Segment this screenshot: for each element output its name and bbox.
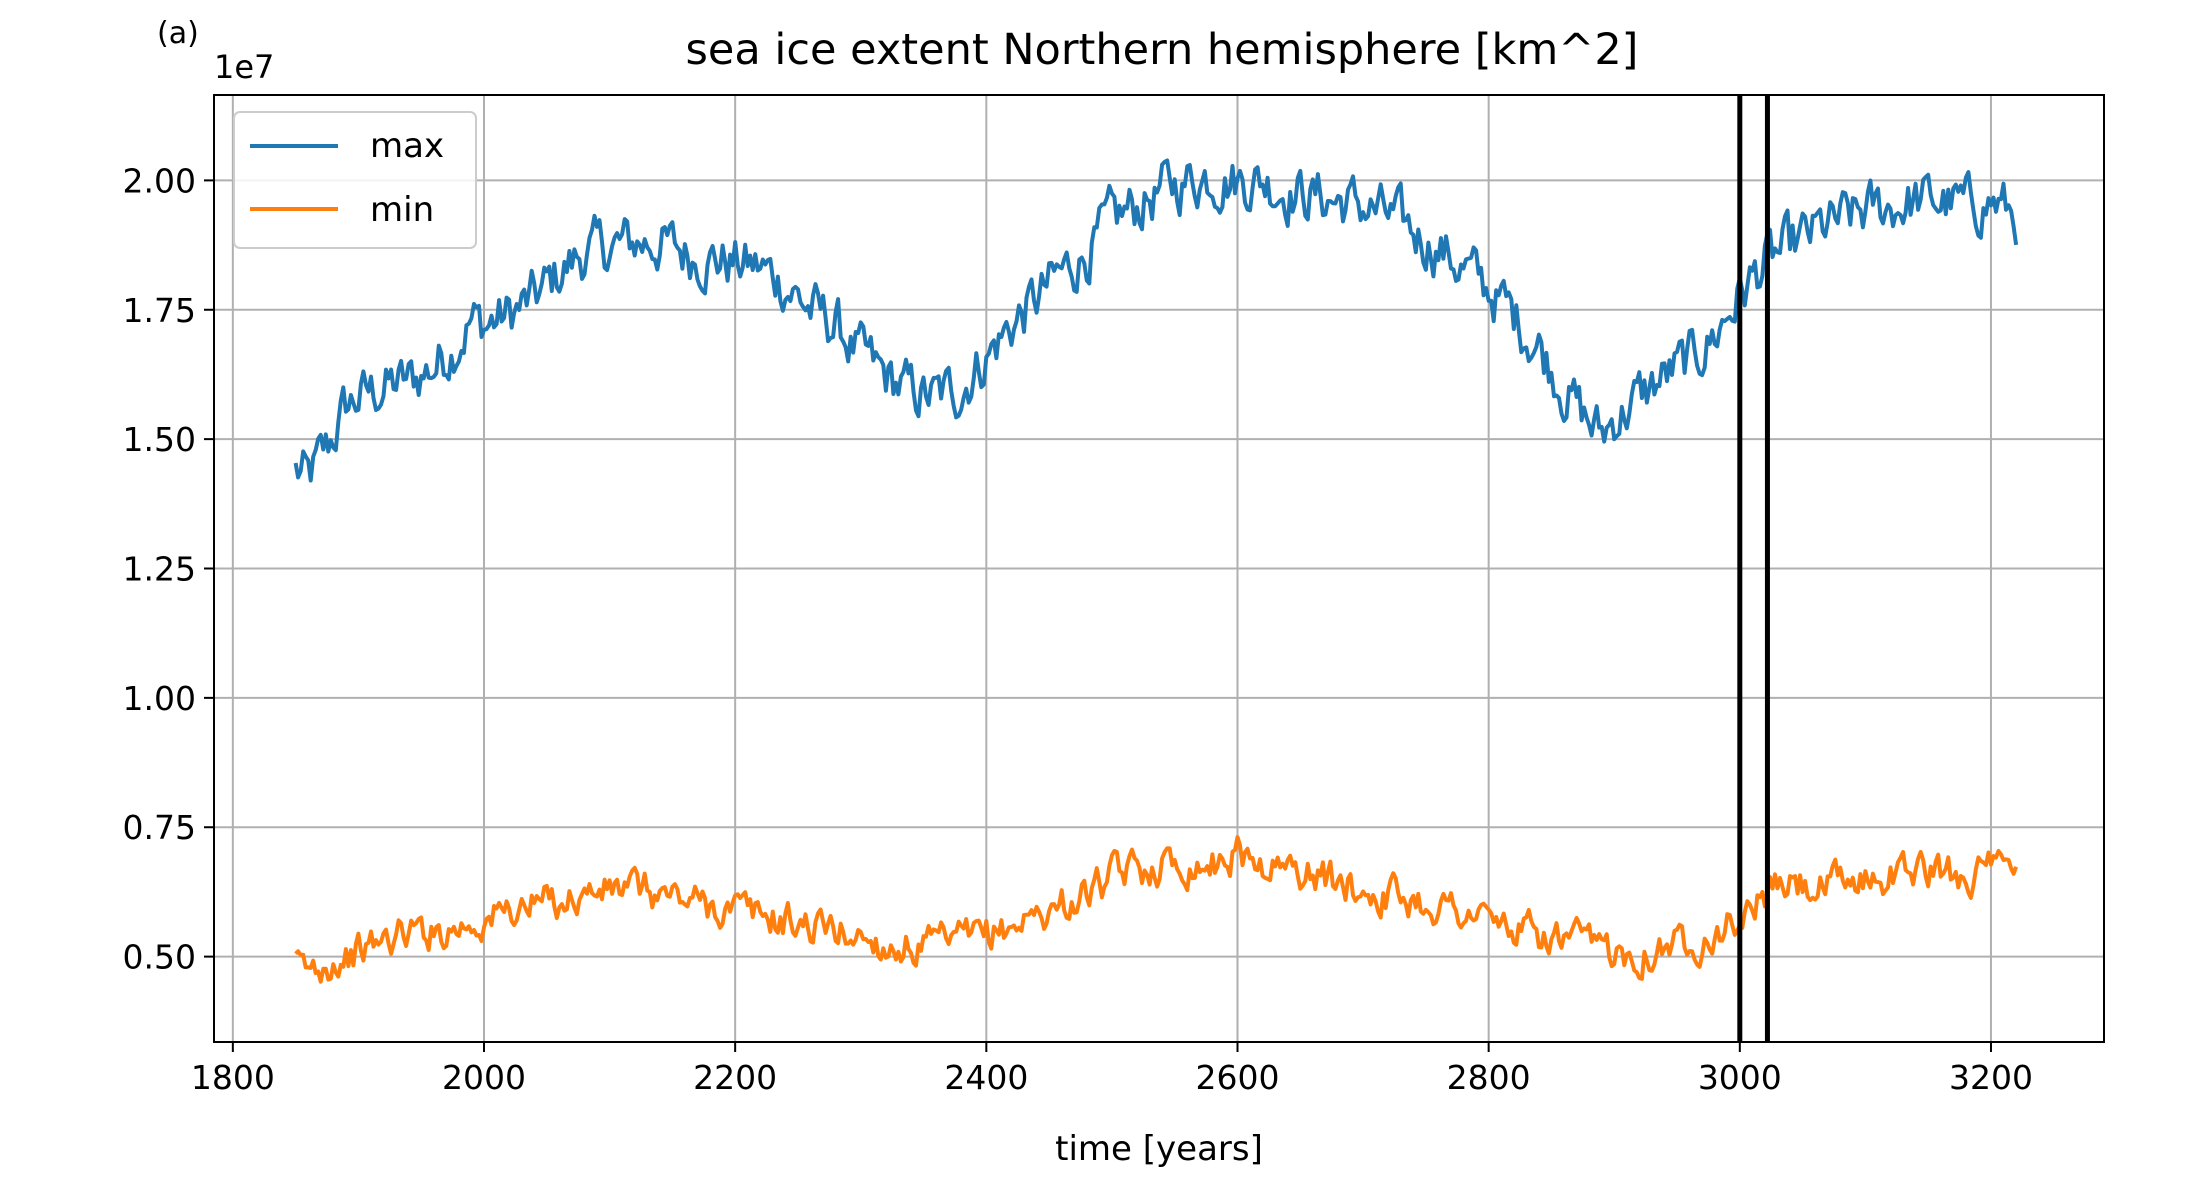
x-tick-label: 2600 (1195, 1058, 1279, 1097)
legend: max min (233, 111, 477, 249)
series-line-min (294, 835, 2018, 984)
y-tick-label: 1.50 (123, 420, 196, 459)
x-tick-label: 2800 (1447, 1058, 1531, 1097)
x-axis-label: time [years] (1055, 1129, 1263, 1169)
y-tick-label: 2.00 (123, 161, 196, 200)
y-tick-label: 1.25 (123, 550, 196, 589)
legend-max-label: max (370, 126, 444, 166)
x-tick-label: 3200 (1949, 1058, 2033, 1097)
vertical-markers (1737, 95, 1770, 1042)
legend-min-label: min (370, 190, 434, 230)
plot-series (293, 158, 2019, 984)
y-offset-label: 1e7 (214, 48, 274, 86)
panel-label: (a) (157, 16, 199, 51)
x-tick-label: 2000 (442, 1058, 526, 1097)
y-tick-label: 0.50 (123, 938, 196, 977)
x-axis-ticks: 1800 2000 2200 2400 2600 2800 3000 3200 (191, 1042, 2033, 1097)
x-tick-label: 2400 (944, 1058, 1028, 1097)
x-tick-label: 3000 (1698, 1058, 1782, 1097)
series-line-max (293, 158, 2019, 483)
x-tick-label: 2200 (693, 1058, 777, 1097)
x-tick-label: 1800 (191, 1058, 275, 1097)
y-tick-label: 1.75 (123, 291, 196, 330)
chart-title: sea ice extent Northern hemisphere [km^2… (686, 25, 1639, 75)
y-tick-label: 0.75 (123, 808, 196, 847)
y-axis-ticks: 0.50 0.75 1.00 1.25 1.50 1.75 2.00 (123, 161, 214, 977)
y-tick-label: 1.00 (123, 679, 196, 718)
